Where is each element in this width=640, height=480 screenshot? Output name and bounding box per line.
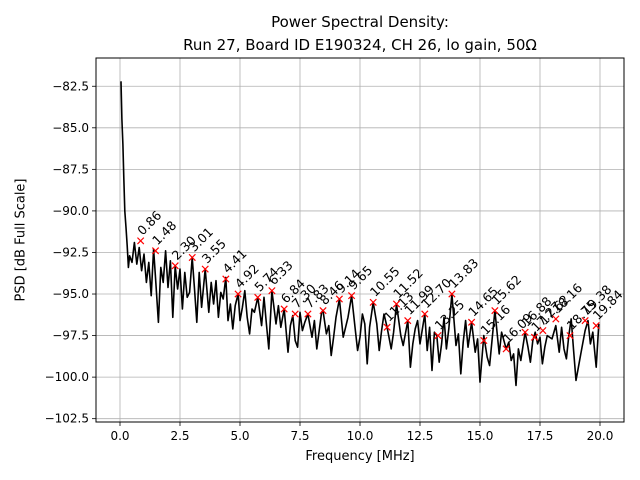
peak-marker bbox=[222, 275, 230, 283]
peak-marker-stroke bbox=[347, 292, 356, 300]
peak-marker-stroke bbox=[222, 275, 230, 283]
y-tick-label: −90.0 bbox=[52, 204, 89, 218]
peak-marker bbox=[254, 293, 262, 301]
peak-marker bbox=[566, 331, 574, 340]
peak-marker-stroke bbox=[319, 307, 327, 315]
x-tick-label: 5.0 bbox=[230, 429, 249, 443]
peak-marker bbox=[201, 265, 209, 273]
peak-marker bbox=[319, 307, 327, 315]
peak-marker-stroke bbox=[335, 295, 343, 303]
peak-marker bbox=[434, 331, 442, 340]
peak-marker bbox=[502, 345, 510, 353]
peak-marker bbox=[151, 247, 160, 255]
peak-marker bbox=[392, 300, 401, 308]
chart-title-line-1: Power Spectral Density: bbox=[271, 13, 449, 31]
peak-marker-stroke bbox=[151, 247, 160, 255]
peak-marker-stroke bbox=[502, 345, 510, 353]
peak-marker-stroke bbox=[201, 265, 209, 273]
peak-marker-stroke bbox=[291, 310, 299, 318]
y-tick-label: −95.0 bbox=[52, 287, 89, 301]
peak-marker-stroke bbox=[434, 331, 442, 340]
peak-marker bbox=[383, 323, 391, 331]
y-tick-label: −82.5 bbox=[52, 79, 89, 93]
peak-marker bbox=[188, 253, 196, 262]
x-tick-label: 0.0 bbox=[110, 429, 129, 443]
peak-marker-stroke bbox=[392, 300, 401, 308]
peak-marker-stroke bbox=[188, 253, 196, 262]
x-axis-label: Frequency [MHz] bbox=[305, 449, 415, 464]
peak-marker-stroke bbox=[539, 326, 547, 335]
peak-marker-stroke bbox=[234, 290, 242, 298]
y-tick-label: −102.5 bbox=[45, 412, 89, 426]
peak-marker bbox=[530, 333, 539, 341]
y-tick-label: −85.0 bbox=[52, 121, 89, 135]
x-tick-label: 20.0 bbox=[587, 429, 614, 443]
y-tick-label: −92.5 bbox=[52, 245, 89, 259]
peak-marker-stroke bbox=[592, 321, 600, 330]
peak-marker-stroke bbox=[254, 293, 262, 301]
y-axis-label: PSD [dB Full Scale] bbox=[13, 178, 29, 302]
y-tick-label: −100.0 bbox=[45, 370, 89, 384]
peak-marker-stroke bbox=[383, 323, 391, 331]
peak-marker-stroke bbox=[369, 298, 377, 306]
peak-label: 13.83 bbox=[445, 255, 481, 291]
psd-line-layer bbox=[120, 81, 600, 387]
peak-marker bbox=[369, 298, 377, 306]
tick-marks: 0.0 2.5 5.0 7.5 10.0 12.5 15.0 17.5 20.0 −82.5 −85… bbox=[45, 79, 614, 443]
peak-marker-stroke bbox=[404, 316, 412, 325]
peak-marker-stroke bbox=[521, 328, 529, 336]
peak-marker bbox=[539, 326, 547, 335]
psd-series-line bbox=[120, 81, 600, 387]
peak-marker bbox=[521, 328, 529, 336]
chart-title-line-2: Run 27, Board ID E190324, CH 26, lo gain… bbox=[183, 36, 537, 54]
x-tick-label: 7.5 bbox=[290, 429, 309, 443]
x-tick-label: 12.5 bbox=[407, 429, 434, 443]
peak-marker bbox=[335, 295, 343, 303]
peak-marker-stroke bbox=[421, 310, 429, 318]
peak-marker bbox=[268, 287, 276, 295]
x-tick-label: 17.5 bbox=[527, 429, 554, 443]
peak-marker bbox=[592, 321, 600, 330]
peak-marker-stroke bbox=[268, 287, 276, 295]
peak-marker bbox=[171, 262, 179, 270]
y-tick-label: −97.5 bbox=[52, 329, 89, 343]
peak-marker-stroke bbox=[448, 290, 456, 298]
peak-marker-stroke bbox=[304, 310, 312, 318]
peak-marker bbox=[480, 336, 488, 345]
grid-lines bbox=[96, 58, 624, 422]
peak-marker-stroke bbox=[552, 315, 560, 323]
peak-marker-stroke bbox=[171, 262, 179, 270]
peak-marker-stroke bbox=[280, 305, 288, 313]
peak-marker bbox=[234, 290, 242, 298]
peak-marker-stroke bbox=[491, 307, 499, 315]
peak-marker-stroke bbox=[480, 336, 488, 345]
y-tick-label: −87.5 bbox=[52, 162, 89, 176]
peak-marker-stroke bbox=[530, 333, 539, 341]
peak-marker bbox=[404, 316, 412, 325]
peak-marker bbox=[291, 310, 299, 318]
peak-marker bbox=[581, 316, 589, 325]
peak-marker bbox=[137, 237, 145, 245]
peak-marker bbox=[347, 292, 356, 300]
peak-marker bbox=[280, 305, 288, 313]
peak-marker bbox=[304, 310, 312, 318]
peak-markers: 0.861.482.303.013.554.414.925.746.336.84… bbox=[134, 208, 626, 353]
peak-marker bbox=[421, 310, 429, 318]
peak-marker bbox=[491, 307, 499, 315]
x-tick-label: 15.0 bbox=[467, 429, 494, 443]
x-tick-label: 2.5 bbox=[170, 429, 189, 443]
peak-marker-stroke bbox=[581, 316, 589, 325]
peak-marker bbox=[467, 318, 476, 326]
peak-marker bbox=[448, 290, 456, 298]
x-tick-label: 10.0 bbox=[347, 429, 374, 443]
peak-marker bbox=[552, 315, 560, 323]
peak-marker-stroke bbox=[467, 318, 476, 326]
peak-marker-stroke bbox=[137, 237, 145, 245]
peak-marker-stroke bbox=[566, 331, 574, 340]
